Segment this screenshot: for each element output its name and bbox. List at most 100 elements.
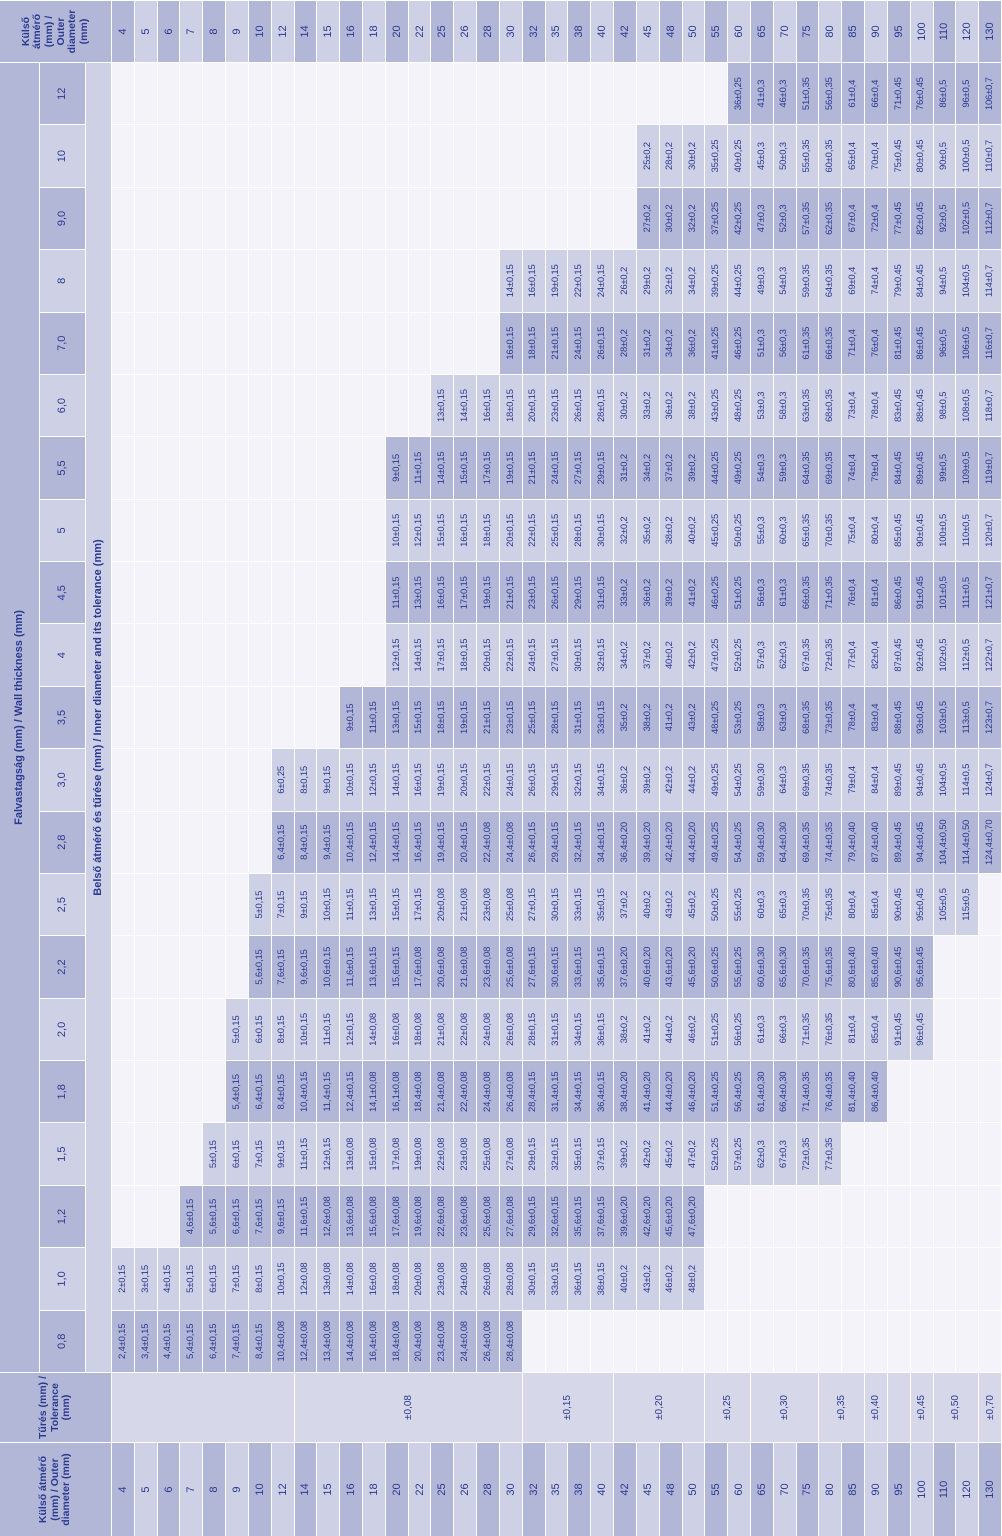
inner-diameter-cell: 110±0,7 bbox=[979, 125, 1001, 187]
inner-diameter-cell: 20±0,15 bbox=[499, 499, 522, 562]
inner-diameter-cell bbox=[568, 187, 591, 250]
inner-diameter-cell: 8±0,15 bbox=[294, 749, 317, 811]
inner-diameter-cell: 46±0,25 bbox=[728, 312, 750, 374]
inner-diameter-cell bbox=[705, 1310, 728, 1372]
inner-diameter-cell bbox=[157, 1185, 180, 1248]
inner-diameter-cell: 23±0,08 bbox=[477, 873, 499, 936]
inner-diameter-cell bbox=[112, 1185, 134, 1248]
inner-diameter-cell: 8,4±0,15 bbox=[294, 811, 317, 873]
inner-diameter-cell: 40±0,2 bbox=[636, 873, 659, 936]
inner-diameter-cell bbox=[180, 998, 203, 1061]
inner-diameter-cell: 43±0,2 bbox=[659, 873, 682, 936]
inner-diameter-cell: 16±0,15 bbox=[454, 499, 477, 562]
inner-diameter-cell bbox=[545, 125, 568, 187]
inner-diameter-cell bbox=[134, 998, 157, 1061]
inner-diameter-cell: 19,4±0,15 bbox=[431, 811, 454, 873]
inner-diameter-cell: 55±0,35 bbox=[796, 125, 819, 187]
inner-diameter-cell bbox=[956, 1310, 979, 1372]
inner-diameter-cell: 47±0,25 bbox=[705, 624, 728, 686]
outer-diameter-cell-right: 7 bbox=[180, 1, 203, 62]
inner-diameter-cell: 14,4±0,08 bbox=[340, 1310, 363, 1372]
inner-diameter-cell: 15±0,08 bbox=[363, 1123, 385, 1185]
inner-diameter-cell bbox=[134, 1123, 157, 1185]
outer-diameter-cell-right: 100 bbox=[910, 1, 933, 62]
inner-diameter-cell bbox=[340, 624, 363, 686]
inner-diameter-cell bbox=[294, 125, 317, 187]
tolerance-cell bbox=[112, 1373, 294, 1442]
inner-diameter-cell bbox=[203, 187, 226, 250]
inner-diameter-cell: 100±0,5 bbox=[933, 499, 956, 562]
inner-diameter-cell bbox=[363, 250, 385, 312]
inner-diameter-cell bbox=[203, 63, 226, 125]
inner-diameter-cell: 55±0,25 bbox=[728, 873, 750, 936]
inner-diameter-cell bbox=[773, 1248, 796, 1310]
inner-diameter-cell bbox=[157, 125, 180, 187]
inner-diameter-cell bbox=[157, 1061, 180, 1123]
inner-diameter-cell: 59±0,3 bbox=[773, 437, 796, 499]
outer-diameter-cell: 22 bbox=[408, 1443, 431, 1536]
inner-diameter-cell: 28±0,2 bbox=[659, 125, 682, 187]
inner-diameter-cell: 12,4±0,08 bbox=[294, 1310, 317, 1372]
inner-diameter-cell: 34,4±0,15 bbox=[568, 1061, 591, 1123]
outer-diameter-cell-right: 8 bbox=[203, 1, 226, 62]
inner-diameter-cell: 36±0,15 bbox=[591, 998, 614, 1061]
inner-diameter-cell: 69±0,4 bbox=[842, 250, 865, 312]
inner-diameter-cell: 14±0,15 bbox=[385, 749, 408, 811]
inner-diameter-cell bbox=[294, 250, 317, 312]
inner-diameter-cell: 18±0,15 bbox=[454, 624, 477, 686]
inner-diameter-cell: 85,6±0,40 bbox=[865, 936, 887, 998]
inner-diameter-cell bbox=[568, 63, 591, 125]
inner-diameter-cell bbox=[203, 998, 226, 1061]
inner-diameter-cell bbox=[203, 562, 226, 624]
inner-diameter-cell: 46,4±0,20 bbox=[682, 1061, 705, 1123]
tolerance-cell: ±0,15 bbox=[522, 1373, 614, 1442]
inner-diameter-cell: 6±0,25 bbox=[271, 749, 294, 811]
inner-diameter-cell: 34,4±0,15 bbox=[591, 811, 614, 873]
inner-diameter-cell bbox=[431, 250, 454, 312]
inner-diameter-cell bbox=[248, 562, 271, 624]
inner-diameter-cell: 5±0,15 bbox=[203, 1123, 226, 1185]
inner-diameter-cell bbox=[112, 187, 134, 250]
inner-diameter-cell: 31,4±0,15 bbox=[545, 1061, 568, 1123]
inner-diameter-cell: 19±0,15 bbox=[454, 686, 477, 749]
inner-diameter-cell bbox=[226, 312, 248, 374]
inner-diameter-cell: 9,6±0,15 bbox=[271, 1185, 294, 1248]
inner-diameter-cell: 34±0,15 bbox=[591, 749, 614, 811]
inner-diameter-cell: 70±0,4 bbox=[865, 125, 887, 187]
inner-diameter-cell bbox=[226, 936, 248, 998]
inner-diameter-cell: 81±0,4 bbox=[865, 562, 887, 624]
outer-diameter-cell: 38 bbox=[568, 1443, 591, 1536]
inner-diameter-cell bbox=[796, 1248, 819, 1310]
inner-diameter-cell: 16±0,08 bbox=[363, 1248, 385, 1310]
inner-diameter-cell: 73±0,4 bbox=[842, 374, 865, 437]
inner-diameter-cell: 25,6±0,08 bbox=[477, 1185, 499, 1248]
wall-thickness-value: 4 bbox=[40, 624, 85, 686]
outer-diameter-cell-right: 4 bbox=[112, 1, 134, 62]
inner-diameter-cell: 74±0,35 bbox=[819, 749, 842, 811]
inner-diameter-cell: 39,6±0,20 bbox=[614, 1185, 636, 1248]
inner-diameter-cell bbox=[477, 125, 499, 187]
inner-diameter-cell: 38±0,2 bbox=[659, 499, 682, 562]
inner-diameter-cell: 45,6±0,20 bbox=[659, 1185, 682, 1248]
inner-diameter-cell: 26,4±0,08 bbox=[499, 1061, 522, 1123]
inner-diameter-cell: 123±0,7 bbox=[979, 686, 1001, 749]
inner-diameter-cell bbox=[157, 562, 180, 624]
inner-diameter-cell bbox=[271, 63, 294, 125]
inner-diameter-cell: 9±0,15 bbox=[271, 1123, 294, 1185]
inner-diameter-cell: 16±0,15 bbox=[499, 312, 522, 374]
inner-diameter-cell: 106±0,7 bbox=[979, 63, 1001, 125]
outer-diameter-cell: 4 bbox=[112, 1443, 134, 1536]
inner-diameter-header: Belső átmérő és tűrése (mm) / Inner diam… bbox=[86, 63, 111, 1372]
inner-diameter-cell bbox=[910, 1310, 933, 1372]
outer-diameter-cell: 20 bbox=[385, 1443, 408, 1536]
inner-diameter-cell: 26±0,15 bbox=[545, 562, 568, 624]
inner-diameter-cell bbox=[226, 125, 248, 187]
inner-diameter-cell bbox=[477, 187, 499, 250]
inner-diameter-cell: 25,6±0,08 bbox=[499, 936, 522, 998]
inner-diameter-cell bbox=[796, 1310, 819, 1372]
inner-diameter-cell bbox=[271, 562, 294, 624]
inner-diameter-cell: 16±0,08 bbox=[385, 998, 408, 1061]
inner-diameter-cell: 102±0,5 bbox=[956, 187, 979, 250]
inner-diameter-cell: 84±0,4 bbox=[865, 749, 887, 811]
inner-diameter-cell: 31±0,15 bbox=[591, 562, 614, 624]
